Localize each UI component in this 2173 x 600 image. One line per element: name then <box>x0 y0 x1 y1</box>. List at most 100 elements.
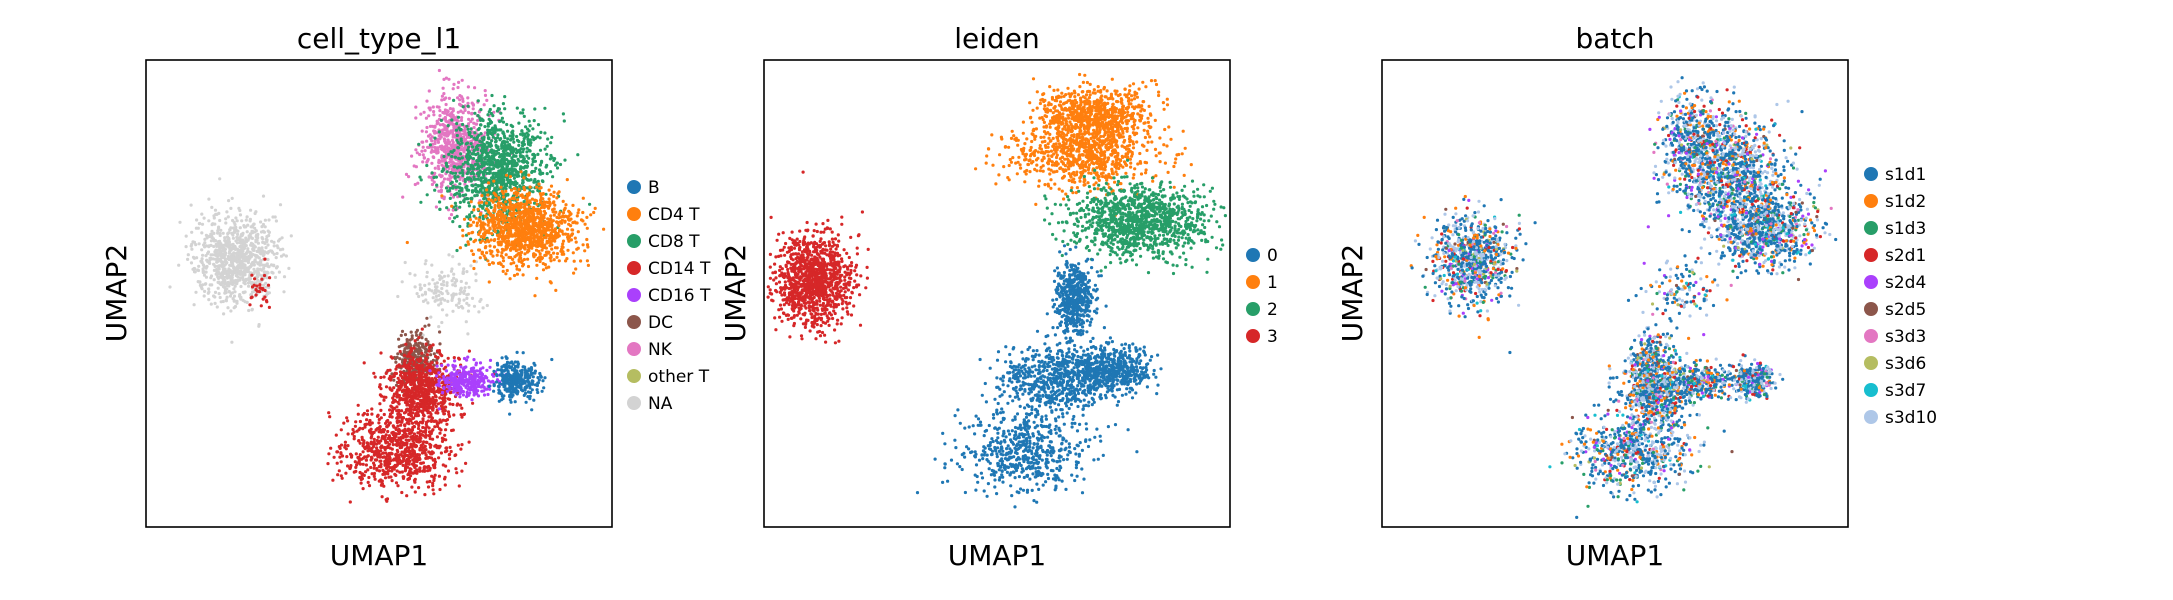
point-cd4-t <box>592 210 596 215</box>
point-na <box>205 264 209 269</box>
point-cd4-t <box>506 239 511 243</box>
point-na <box>249 208 253 212</box>
point-cd4-t <box>483 222 487 226</box>
point-cd8-t <box>516 172 520 176</box>
point-na <box>255 249 260 253</box>
point-cd4-t <box>564 259 568 263</box>
point-cd4-t <box>550 243 554 247</box>
point-na <box>213 301 217 305</box>
point-cd8-t <box>480 146 485 150</box>
point-na <box>445 289 449 293</box>
point-cd8-t <box>482 149 486 153</box>
point-cd8-t <box>511 133 515 137</box>
point-cd4-t <box>534 248 539 252</box>
point-na <box>210 223 214 227</box>
panel-title: cell_type_l1 <box>297 22 461 55</box>
point-cd4-t <box>576 230 580 234</box>
point-cd8-t <box>545 152 549 156</box>
point-cd4-t <box>503 205 507 209</box>
point-cd4-t <box>504 245 508 249</box>
point-na <box>217 275 221 279</box>
point-na <box>277 270 281 274</box>
point-cd8-t <box>532 119 536 123</box>
point-cd8-t <box>483 161 487 165</box>
point-na <box>464 320 468 324</box>
point-nk <box>439 135 443 139</box>
point-cd4-t <box>461 228 465 232</box>
point-cd4-t <box>493 228 497 233</box>
point-cd14-t <box>394 371 398 376</box>
point-nk <box>415 151 419 155</box>
point-cd14-t <box>370 412 374 416</box>
point-na <box>239 269 243 273</box>
point-na <box>235 301 239 305</box>
point-cd8-t <box>531 153 535 157</box>
point-nk <box>427 175 431 179</box>
point-nk <box>443 139 447 143</box>
point-cd4-t <box>573 236 577 240</box>
point-na <box>465 301 469 305</box>
point-nk <box>440 94 444 98</box>
point-na <box>266 243 270 247</box>
point-cd4-t <box>517 188 521 192</box>
point-na <box>189 261 194 265</box>
point-cd8-t <box>455 191 459 195</box>
point-na <box>243 243 247 247</box>
point-na <box>261 194 266 198</box>
point-na <box>226 269 230 273</box>
point-nk <box>444 102 448 107</box>
point-na <box>224 260 228 265</box>
point-cd4-t <box>589 213 593 217</box>
point-cd8-t <box>445 170 449 174</box>
point-cd4-t <box>522 211 526 215</box>
point-na <box>256 261 260 265</box>
point-cd8-t <box>467 188 471 192</box>
point-cd14-t <box>395 448 399 452</box>
point-nk <box>427 106 431 110</box>
point-na <box>413 285 417 289</box>
point-cd4-t <box>479 212 483 216</box>
point-na <box>218 218 222 223</box>
point-na <box>245 230 249 234</box>
point-cd8-t <box>498 173 502 177</box>
point-cd8-t <box>538 163 543 167</box>
point-cd4-t <box>468 218 472 222</box>
point-cd4-t <box>487 181 491 185</box>
point-cd8-t <box>464 193 468 197</box>
point-na <box>225 282 229 286</box>
point-cd4-t <box>535 258 539 262</box>
point-cd8-t <box>469 179 473 183</box>
point-na <box>212 216 216 220</box>
point-cd4-t <box>546 251 550 255</box>
point-cd14-t <box>348 466 352 470</box>
point-cd4-t <box>522 215 526 219</box>
point-na <box>230 275 234 279</box>
point-cd8-t <box>509 138 513 142</box>
point-nk <box>404 172 409 176</box>
point-cd8-t <box>502 158 506 162</box>
point-na <box>446 291 450 296</box>
point-cd4-t <box>557 190 561 194</box>
point-cd4-t <box>510 206 514 210</box>
point-cd4-t <box>487 262 491 266</box>
point-cd14-t <box>428 411 432 415</box>
point-na <box>203 237 207 241</box>
point-na <box>230 196 234 200</box>
point-cd8-t <box>430 171 434 175</box>
point-nk <box>435 122 439 126</box>
point-cd8-t <box>448 196 452 200</box>
point-cd4-t <box>505 235 509 240</box>
point-cd4-t <box>471 220 476 224</box>
point-na <box>481 306 485 310</box>
point-nk <box>433 139 437 143</box>
point-cd8-t <box>417 142 421 146</box>
point-nk <box>433 166 437 170</box>
point-cd8-t <box>472 152 476 156</box>
point-na <box>467 285 471 289</box>
point-na <box>289 234 293 238</box>
point-na <box>186 253 190 257</box>
point-cd4-t <box>511 203 516 207</box>
point-na <box>227 199 231 203</box>
point-na <box>248 265 252 269</box>
point-cd8-t <box>471 184 475 188</box>
